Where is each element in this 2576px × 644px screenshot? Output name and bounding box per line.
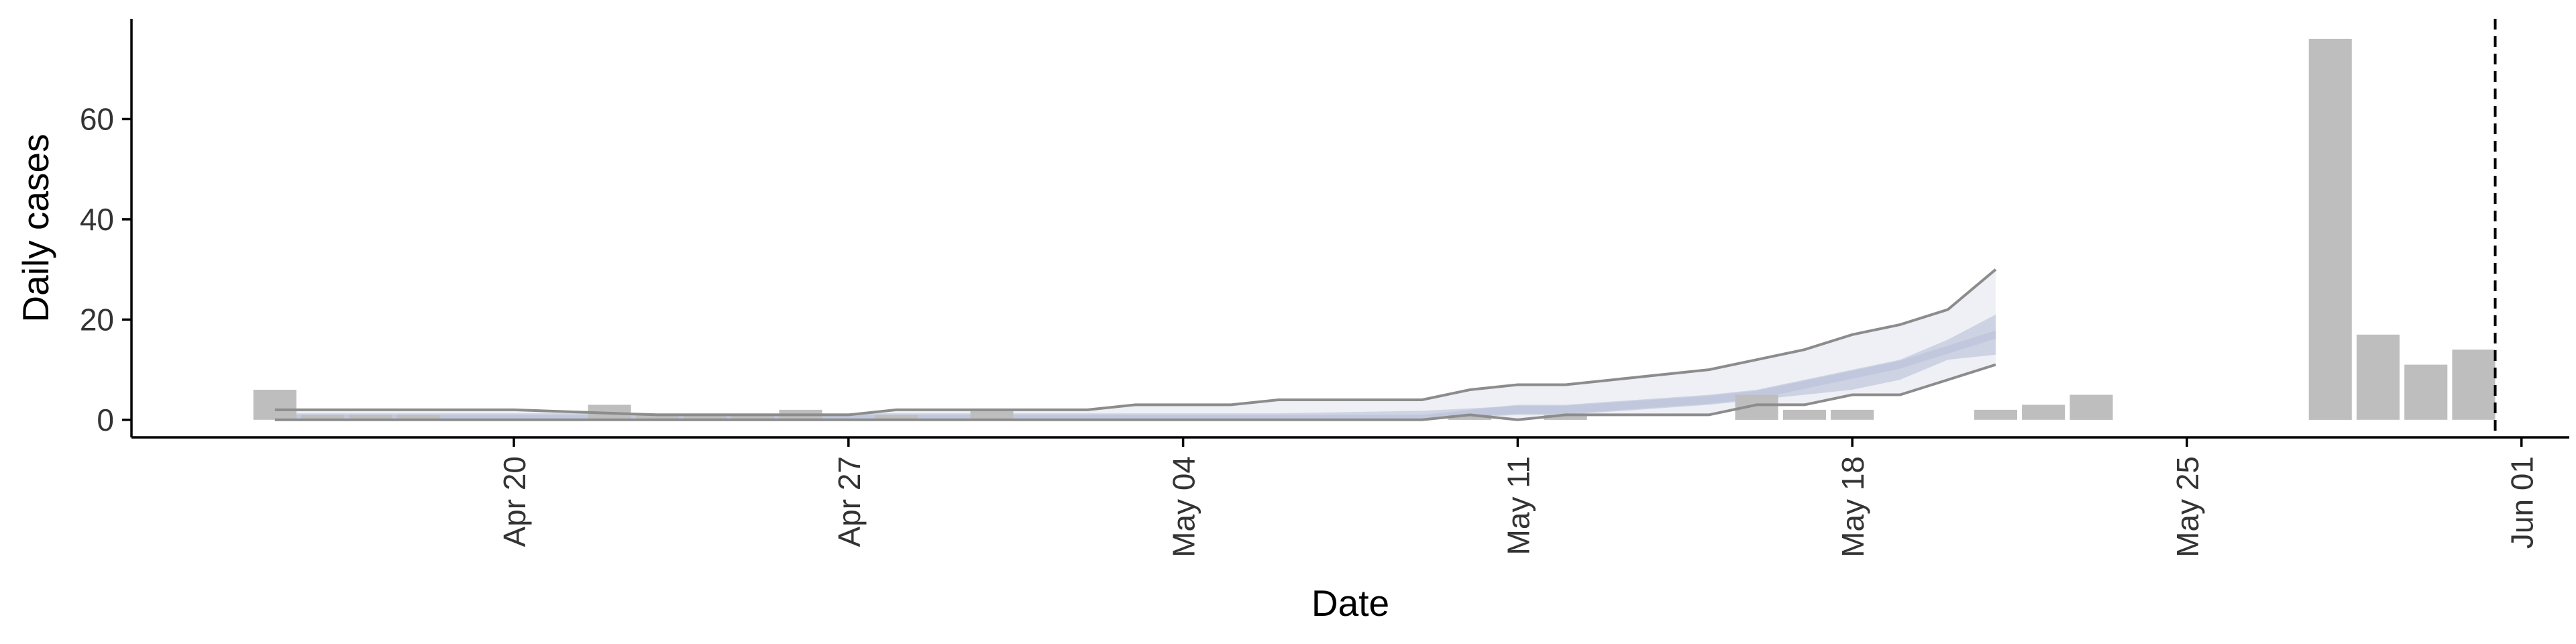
y-tick-label: 0 — [97, 402, 114, 437]
y-tick-label: 40 — [80, 202, 114, 237]
x-tick-label: May 18 — [1835, 456, 1870, 557]
bar — [1974, 409, 2017, 420]
bar — [970, 409, 1014, 420]
bar — [2404, 364, 2448, 420]
lower-bound-line — [274, 363, 1996, 421]
bar — [1831, 409, 1874, 420]
y-tick-label: 60 — [80, 101, 114, 136]
x-tick-label: Apr 20 — [497, 456, 532, 547]
x-tick-label: Apr 27 — [832, 456, 867, 547]
bar — [2452, 350, 2496, 420]
bar — [635, 415, 679, 420]
y-tick-label: 20 — [80, 302, 114, 337]
bar — [396, 415, 440, 420]
x-tick-label: May 25 — [2170, 456, 2205, 557]
bar — [2022, 405, 2065, 420]
bar — [301, 415, 345, 420]
x-tick-label: Jun 01 — [2505, 456, 2540, 549]
bar — [1448, 415, 1492, 420]
x-axis-title: Date — [1311, 582, 1389, 624]
bar-series — [253, 38, 2496, 420]
bar — [2308, 38, 2352, 420]
bar — [253, 390, 297, 420]
bar — [684, 415, 727, 420]
bar — [2070, 394, 2113, 420]
x-tick-label: May 11 — [1501, 456, 1536, 555]
bar — [731, 415, 775, 420]
y-axis-title: Daily cases — [15, 133, 56, 322]
bar — [349, 415, 392, 420]
x-tick-label: May 04 — [1167, 456, 1201, 557]
axes: 0 20 40 60 Apr 20 Apr 27 May 04 May 11 May 18 May… — [80, 19, 2569, 557]
bar — [875, 415, 918, 420]
bar — [1544, 415, 1587, 420]
forecast-bound-lines — [274, 268, 1997, 421]
bar — [2356, 334, 2400, 420]
upper-bound-line — [274, 268, 1997, 417]
bar — [1782, 409, 1826, 420]
